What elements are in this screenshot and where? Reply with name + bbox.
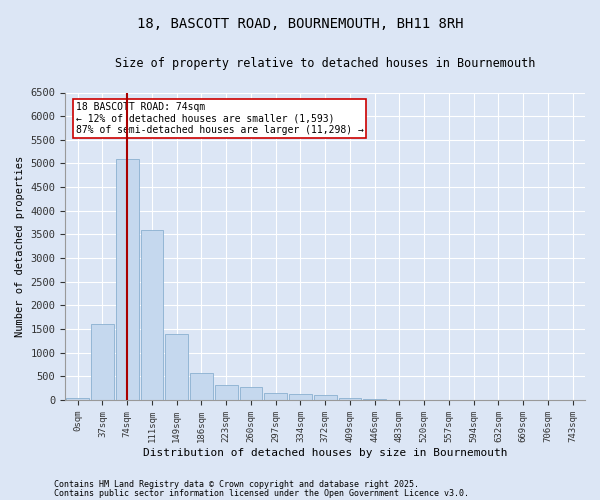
Bar [338, 398, 361, 400]
Bar [264, 393, 287, 400]
Bar [91, 324, 114, 400]
Title: Size of property relative to detached houses in Bournemouth: Size of property relative to detached ho… [115, 58, 535, 70]
Bar [116, 158, 139, 400]
Bar [314, 395, 337, 400]
Bar [66, 398, 89, 400]
Bar [190, 372, 213, 400]
Text: 18, BASCOTT ROAD, BOURNEMOUTH, BH11 8RH: 18, BASCOTT ROAD, BOURNEMOUTH, BH11 8RH [137, 18, 463, 32]
Y-axis label: Number of detached properties: Number of detached properties [15, 156, 25, 337]
Bar [140, 230, 163, 400]
Bar [239, 387, 262, 400]
Bar [215, 386, 238, 400]
Bar [165, 334, 188, 400]
Text: Contains public sector information licensed under the Open Government Licence v3: Contains public sector information licen… [54, 489, 469, 498]
X-axis label: Distribution of detached houses by size in Bournemouth: Distribution of detached houses by size … [143, 448, 508, 458]
Text: 18 BASCOTT ROAD: 74sqm
← 12% of detached houses are smaller (1,593)
87% of semi-: 18 BASCOTT ROAD: 74sqm ← 12% of detached… [76, 102, 364, 135]
Bar [289, 394, 312, 400]
Text: Contains HM Land Registry data © Crown copyright and database right 2025.: Contains HM Land Registry data © Crown c… [54, 480, 419, 489]
